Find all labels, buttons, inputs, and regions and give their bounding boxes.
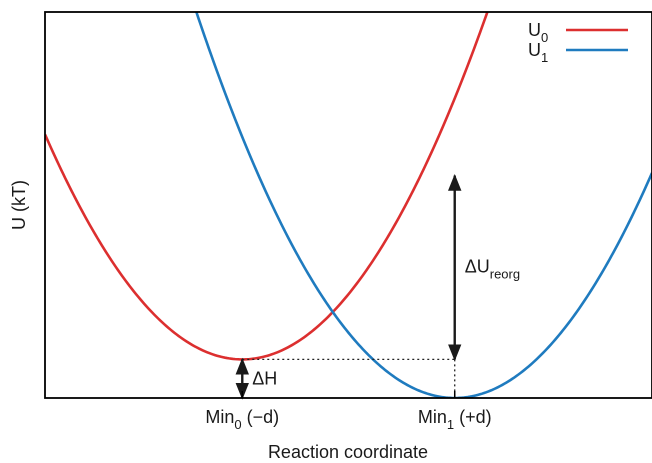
annotation-label-1: ΔH bbox=[252, 369, 277, 389]
x-tick-label-1: Min1 (+d) bbox=[418, 407, 492, 432]
plot-area bbox=[45, 12, 652, 398]
y-axis-label: U (kT) bbox=[9, 180, 29, 230]
plot-frame bbox=[44, 11, 652, 399]
legend-label-u1: U1 bbox=[528, 40, 548, 65]
annotation-labels: ΔUreorg ΔH bbox=[252, 257, 520, 389]
x-tick-label-0: Min0 (−d) bbox=[205, 407, 279, 432]
x-axis-ticks: Min0 (−d) Min1 (+d) bbox=[205, 391, 492, 432]
guide-lines bbox=[242, 358, 456, 398]
series-line-u1 bbox=[194, 12, 652, 398]
annotation-label-0: ΔUreorg bbox=[465, 257, 520, 282]
series-line-u0 bbox=[45, 12, 489, 361]
x-axis-label: Reaction coordinate bbox=[268, 442, 428, 462]
legend-label-u0: U0 bbox=[528, 20, 548, 45]
